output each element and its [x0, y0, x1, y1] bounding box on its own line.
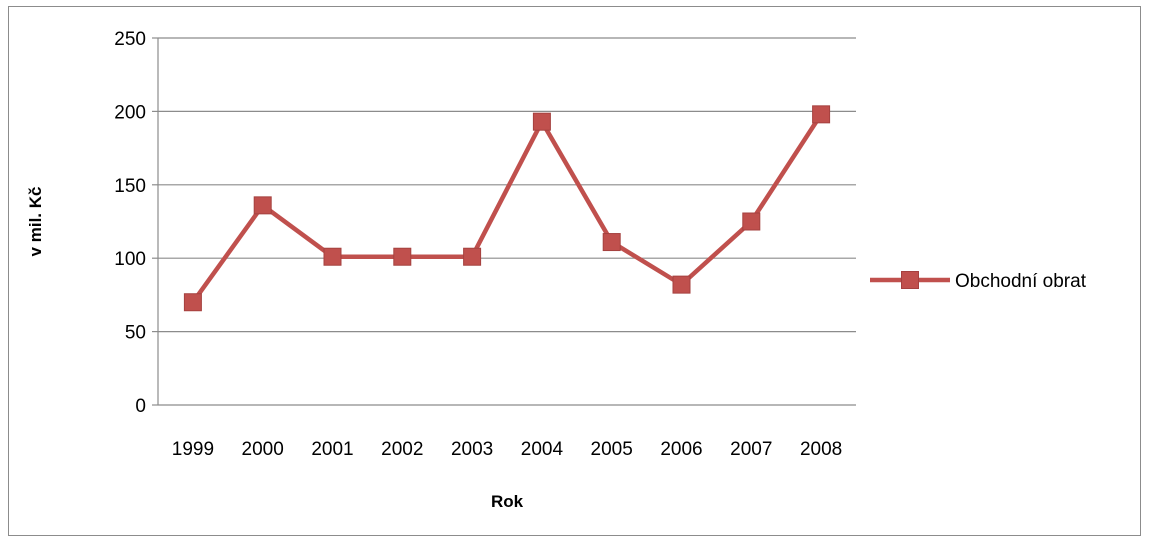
legend-label: Obchodní obrat: [955, 271, 1087, 292]
x-tick-label-2007: 2007: [730, 439, 772, 460]
y-axis-title: v mil. Kč: [26, 187, 45, 257]
data-point-2007: [742, 212, 761, 231]
x-tick-label-2004: 2004: [521, 439, 564, 460]
data-point-2004: [532, 112, 551, 131]
data-point-2001: [323, 247, 342, 266]
x-axis-title: Rok: [491, 492, 524, 511]
y-tick-label-200: 200: [114, 102, 146, 123]
data-point-2008: [812, 105, 831, 124]
line-chart: 0 50 100 150 200 250 1999 2000 2001 2002 2003 2004…: [26, 29, 1087, 511]
data-point-2005: [602, 233, 621, 252]
y-tick-label-250: 250: [114, 29, 146, 50]
data-point-2002: [393, 247, 412, 266]
series-group: [183, 105, 831, 312]
y-tick-label-150: 150: [114, 176, 146, 197]
x-tick-label-2002: 2002: [381, 439, 423, 460]
x-tick-label-2006: 2006: [660, 439, 702, 460]
x-tick-label-2000: 2000: [242, 439, 284, 460]
legend-marker-swatch: [901, 271, 919, 289]
x-tick-labels: 1999 2000 2001 2002 2003 2004 2005 2006 2007 2008: [172, 439, 842, 460]
y-tick-label-0: 0: [135, 396, 146, 417]
x-tick-label-1999: 1999: [172, 439, 214, 460]
chart-frame: 0 50 100 150 200 250 1999 2000 2001 2002 2003 2004…: [8, 6, 1141, 536]
axes: [157, 38, 856, 406]
x-tick-label-2008: 2008: [800, 439, 842, 460]
data-point-1999: [183, 293, 202, 312]
data-point-2006: [672, 275, 691, 294]
legend: Obchodní obrat: [870, 271, 1087, 292]
data-point-2003: [463, 247, 482, 266]
y-tick-label-100: 100: [114, 249, 146, 270]
y-tick-label-50: 50: [125, 323, 146, 344]
y-tick-labels: 0 50 100 150 200 250: [114, 29, 146, 417]
x-tick-label-2005: 2005: [591, 439, 633, 460]
data-point-2000: [253, 196, 272, 215]
x-tick-label-2001: 2001: [311, 439, 353, 460]
series-line-0: [191, 113, 823, 304]
x-tick-label-2003: 2003: [451, 439, 493, 460]
